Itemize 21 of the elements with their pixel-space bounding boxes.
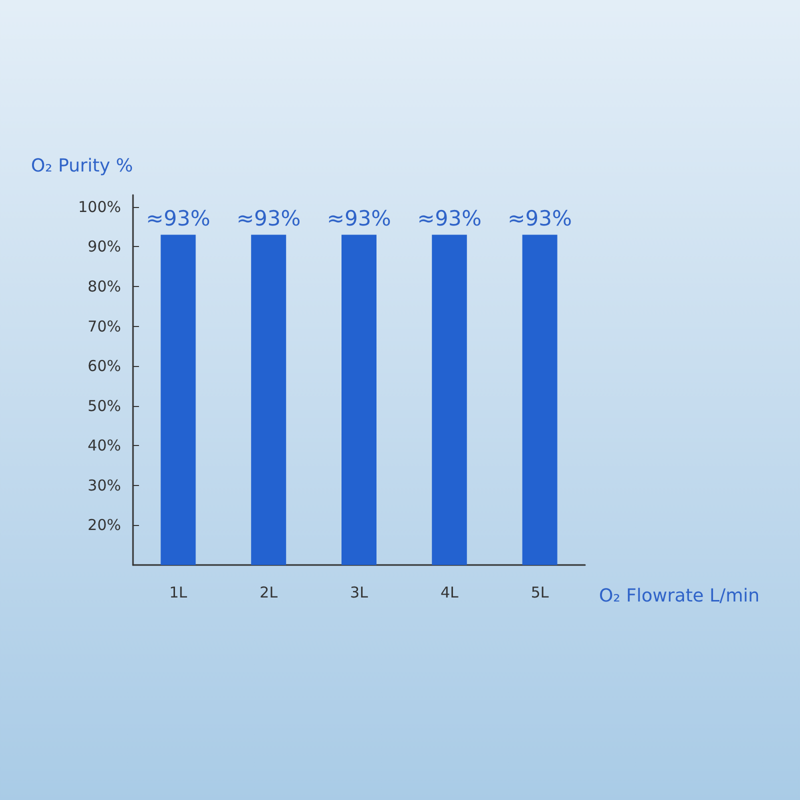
y-tick-label: 100% xyxy=(78,198,121,216)
x-tick-label: 1L xyxy=(169,584,188,602)
y-tick-label: 90% xyxy=(88,238,121,256)
data-label: ≈93% xyxy=(146,206,210,230)
data-label: ≈93% xyxy=(508,206,572,230)
y-axis-title: O₂ Purity % xyxy=(31,156,133,176)
y-tick-label: 60% xyxy=(88,357,121,376)
y-tick-label: 70% xyxy=(88,317,121,336)
data-label: ≈93% xyxy=(417,206,482,230)
y-tick-label: 50% xyxy=(88,396,121,415)
x-tick-label: 3L xyxy=(350,584,369,602)
x-tick-label: 2L xyxy=(260,584,278,602)
data-label: ≈93% xyxy=(326,206,392,230)
data-label: ≈93% xyxy=(236,206,301,230)
y-tick-label: 40% xyxy=(88,436,121,455)
y-tick-label: 80% xyxy=(88,278,121,296)
y-tick-label: 20% xyxy=(88,516,121,534)
x-tick-label: 4L xyxy=(440,584,459,602)
y-tick-label: 30% xyxy=(88,476,121,494)
x-tick-label: 5L xyxy=(530,584,550,602)
x-axis-title: O₂ Flowrate L/min xyxy=(599,586,760,606)
